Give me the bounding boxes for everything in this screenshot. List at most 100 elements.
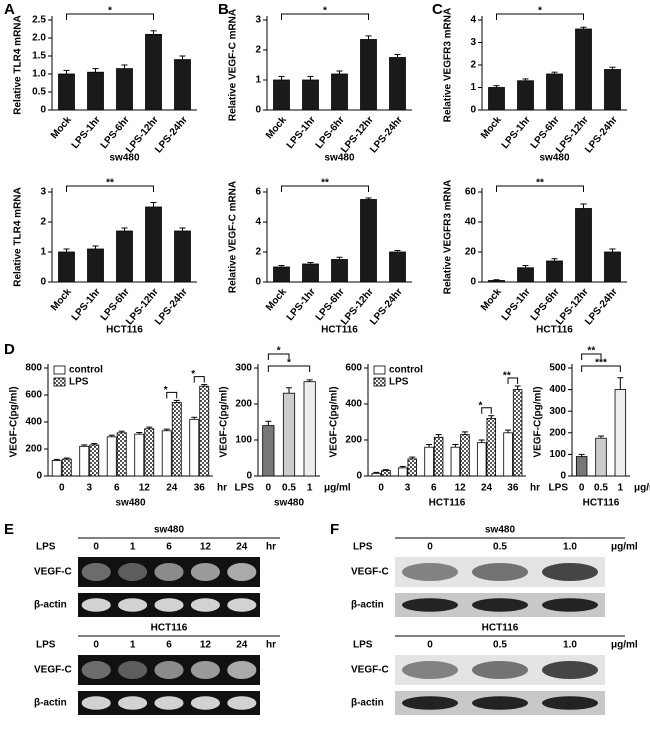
significance-label: * [191, 369, 195, 380]
x-tick-label: 6 [431, 483, 437, 494]
significance-bracket [66, 185, 154, 192]
y-tick-label: 1 [40, 247, 46, 258]
bar [614, 389, 627, 477]
bar [488, 280, 505, 283]
significance-label: * [277, 346, 281, 357]
x-tick-label: Mock [479, 114, 504, 141]
gel-band [227, 661, 257, 679]
bar [58, 251, 75, 283]
bar [389, 251, 406, 283]
x-tick-label: 36 [194, 483, 206, 494]
bar [546, 260, 563, 283]
y-axis-label: Relative VEGF-C mRNA [228, 181, 239, 293]
x-tick-label: 24 [481, 483, 493, 494]
x-axis-label: HCT116 [536, 325, 573, 336]
y-tick-label: 3 [470, 37, 476, 48]
y-tick-label: 6 [255, 187, 261, 198]
significance-label: ** [503, 371, 511, 382]
lane-label: 12 [200, 542, 212, 553]
gel-band [81, 598, 111, 612]
y-tick-label: 600 [345, 363, 362, 374]
y-tick-label: 0 [560, 471, 566, 482]
x-axis-label: sw480 [115, 498, 145, 509]
significance-label: ** [587, 346, 595, 357]
y-tick-label: 100 [549, 449, 566, 460]
lane-label: 0 [427, 542, 433, 553]
bar [604, 69, 621, 111]
y-axis-label: VEGF-C(pg/ml) [9, 386, 20, 457]
x-tick-label: 0 [579, 483, 585, 494]
gel-row-label: VEGF-C [34, 665, 72, 676]
x-tick-label: 6 [114, 483, 120, 494]
y-tick-label: 0 [36, 471, 42, 482]
bar [433, 436, 444, 477]
y-tick-label: 300 [549, 406, 566, 417]
y-tick-label: 0.5 [32, 87, 46, 98]
y-tick-label: 4 [255, 217, 261, 228]
gel-band [154, 696, 184, 710]
panel-letter: E [4, 521, 14, 538]
bar [87, 71, 104, 111]
y-tick-label: 3 [40, 187, 46, 198]
x-tick-label: LPS-1hr [285, 114, 318, 151]
significance-label: * [323, 6, 327, 17]
y-tick-label: 20 [465, 247, 477, 258]
panel-letter: A [4, 1, 15, 18]
y-axis-label: Relative TLR4 mRNA [13, 187, 24, 286]
bar [145, 206, 162, 283]
gel-band [118, 598, 148, 612]
gel-band [190, 598, 220, 612]
y-tick-label: 400 [25, 417, 42, 428]
y-tick-label: 200 [235, 399, 252, 410]
significance-bracket [581, 353, 602, 360]
y-tick-label: 1.0 [32, 69, 46, 80]
bar [171, 402, 182, 477]
legend-swatch [53, 365, 66, 375]
lane-label: 24 [236, 542, 248, 553]
y-tick-label: 0 [255, 277, 261, 288]
gel-row-label: VEGF-C [34, 567, 72, 578]
significance-bracket [193, 376, 205, 383]
y-tick-label: 0 [255, 105, 261, 116]
x-tick-label: 36 [507, 483, 519, 494]
significance-label: ** [536, 178, 544, 189]
gel-band [81, 563, 111, 581]
gel-band [402, 563, 458, 581]
y-axis-label: VEGF-C(pg/ml) [219, 386, 230, 457]
x-axis-label: HCT116 [321, 325, 358, 336]
gel-row-label: β-actin [351, 698, 384, 709]
bar [51, 460, 62, 477]
x-unit: hr [530, 483, 540, 494]
gel-band [118, 696, 148, 710]
y-tick-label: 100 [235, 435, 252, 446]
gel-band [190, 696, 220, 710]
y-tick-label: 0 [40, 105, 46, 116]
lane-label: 1 [130, 542, 136, 553]
significance-bracket [267, 353, 290, 360]
x-tick-label: 3 [86, 483, 92, 494]
gel-title: sw480 [154, 525, 184, 536]
significance-bracket [581, 365, 621, 372]
lane-label: 24 [236, 640, 248, 651]
gel-band [81, 696, 111, 710]
significance-label: ** [106, 178, 114, 189]
significance-bracket [496, 185, 584, 192]
y-axis-label: Relative VEGFR3 mRNA [443, 8, 454, 122]
legend-label: control [389, 365, 423, 376]
gel-band [227, 598, 257, 612]
bar [360, 199, 377, 283]
x-unit: hr [217, 483, 227, 494]
gel-band [154, 661, 184, 679]
x-tick-label: 1 [307, 483, 313, 494]
legend-swatch [373, 365, 386, 375]
bar [144, 428, 155, 477]
bar [381, 470, 391, 477]
y-tick-label: 200 [25, 444, 42, 455]
gel-band [118, 563, 148, 581]
x-tick-label: Mock [49, 286, 74, 313]
lane-label: 1 [130, 640, 136, 651]
panel-letter: D [4, 341, 15, 358]
lane-label: 6 [166, 542, 172, 553]
gel-band [154, 598, 184, 612]
y-tick-label: 300 [235, 363, 252, 374]
